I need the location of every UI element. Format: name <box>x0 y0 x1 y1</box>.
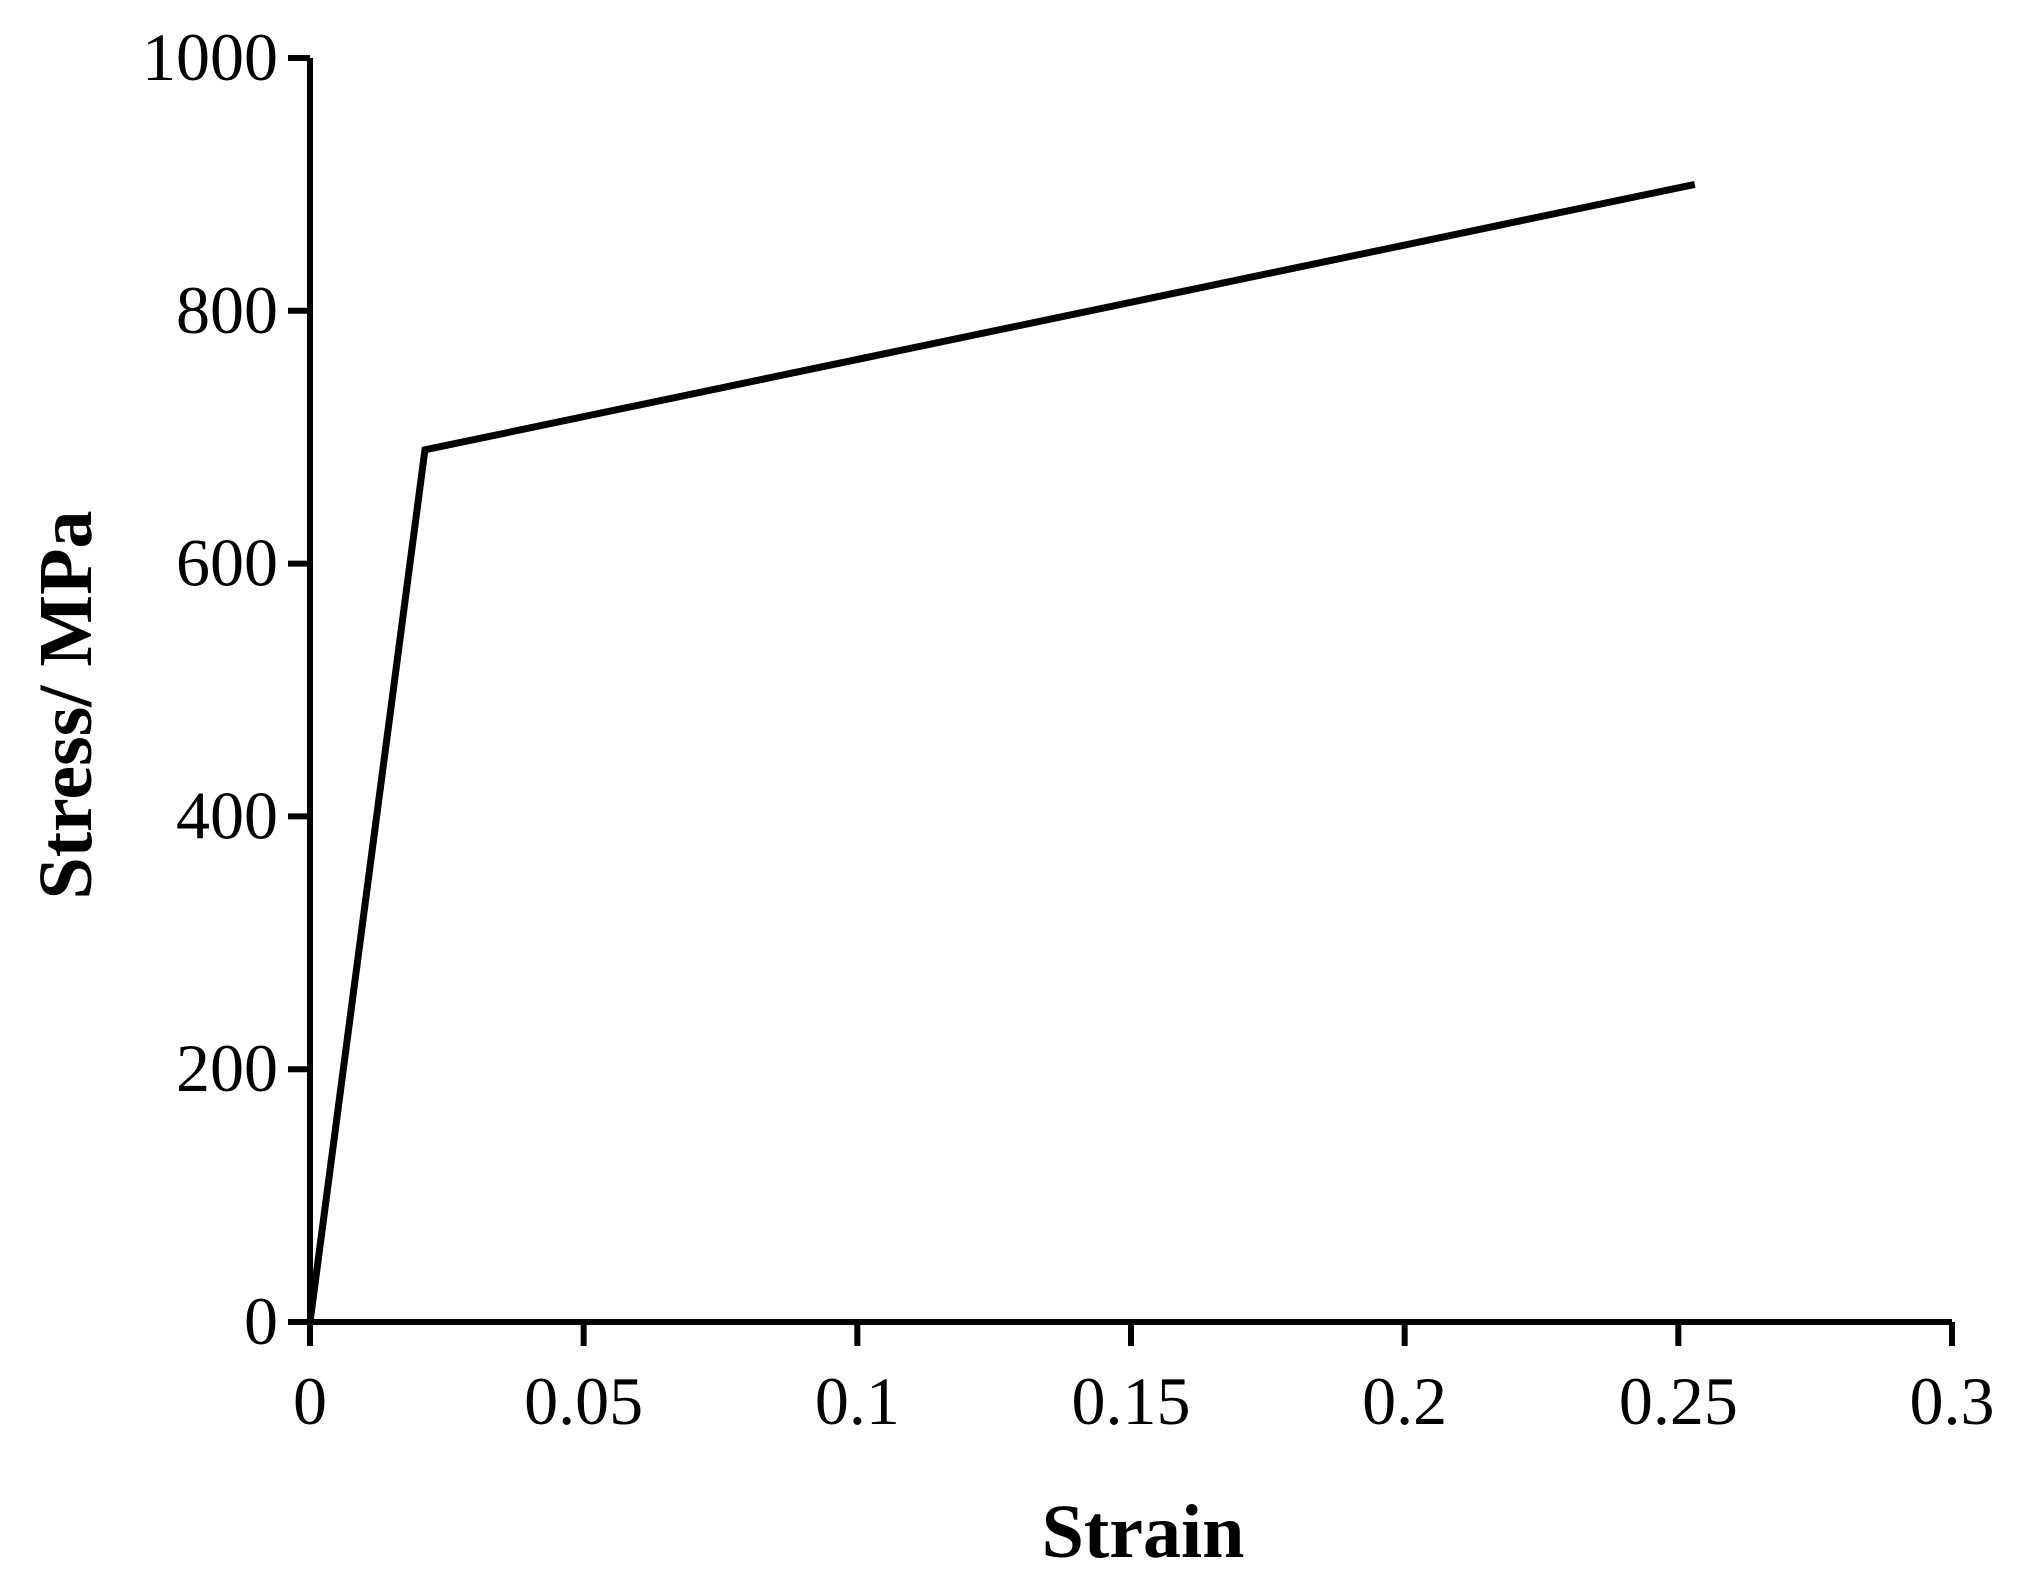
y-tick-label: 200 <box>176 1030 278 1106</box>
x-axis-ticks: 0 0.05 0.1 0.15 0.2 0.25 0.3 <box>293 1322 1995 1439</box>
y-axis-ticks: 0 200 400 600 800 1000 <box>142 19 310 1359</box>
series-line <box>306 180 1696 1323</box>
y-tick-label: 400 <box>176 777 278 853</box>
y-tick-label: 1000 <box>142 19 278 95</box>
x-tick-label: 0.05 <box>524 1363 643 1439</box>
y-tick-label: 0 <box>244 1283 278 1359</box>
x-tick-label: 0.3 <box>1910 1363 1995 1439</box>
y-tick-label: 600 <box>176 525 278 601</box>
x-tick-label: 0 <box>293 1363 327 1439</box>
y-axis-title: Stress/ MPa <box>24 510 108 899</box>
series-group <box>306 180 1696 1323</box>
x-tick-label: 0.2 <box>1362 1363 1447 1439</box>
x-tick-label: 0.15 <box>1072 1363 1191 1439</box>
x-axis-title: Strain <box>1042 1490 1245 1574</box>
x-tick-label: 0.25 <box>1619 1363 1738 1439</box>
x-tick-label: 0.1 <box>815 1363 900 1439</box>
y-tick-label: 800 <box>176 272 278 348</box>
